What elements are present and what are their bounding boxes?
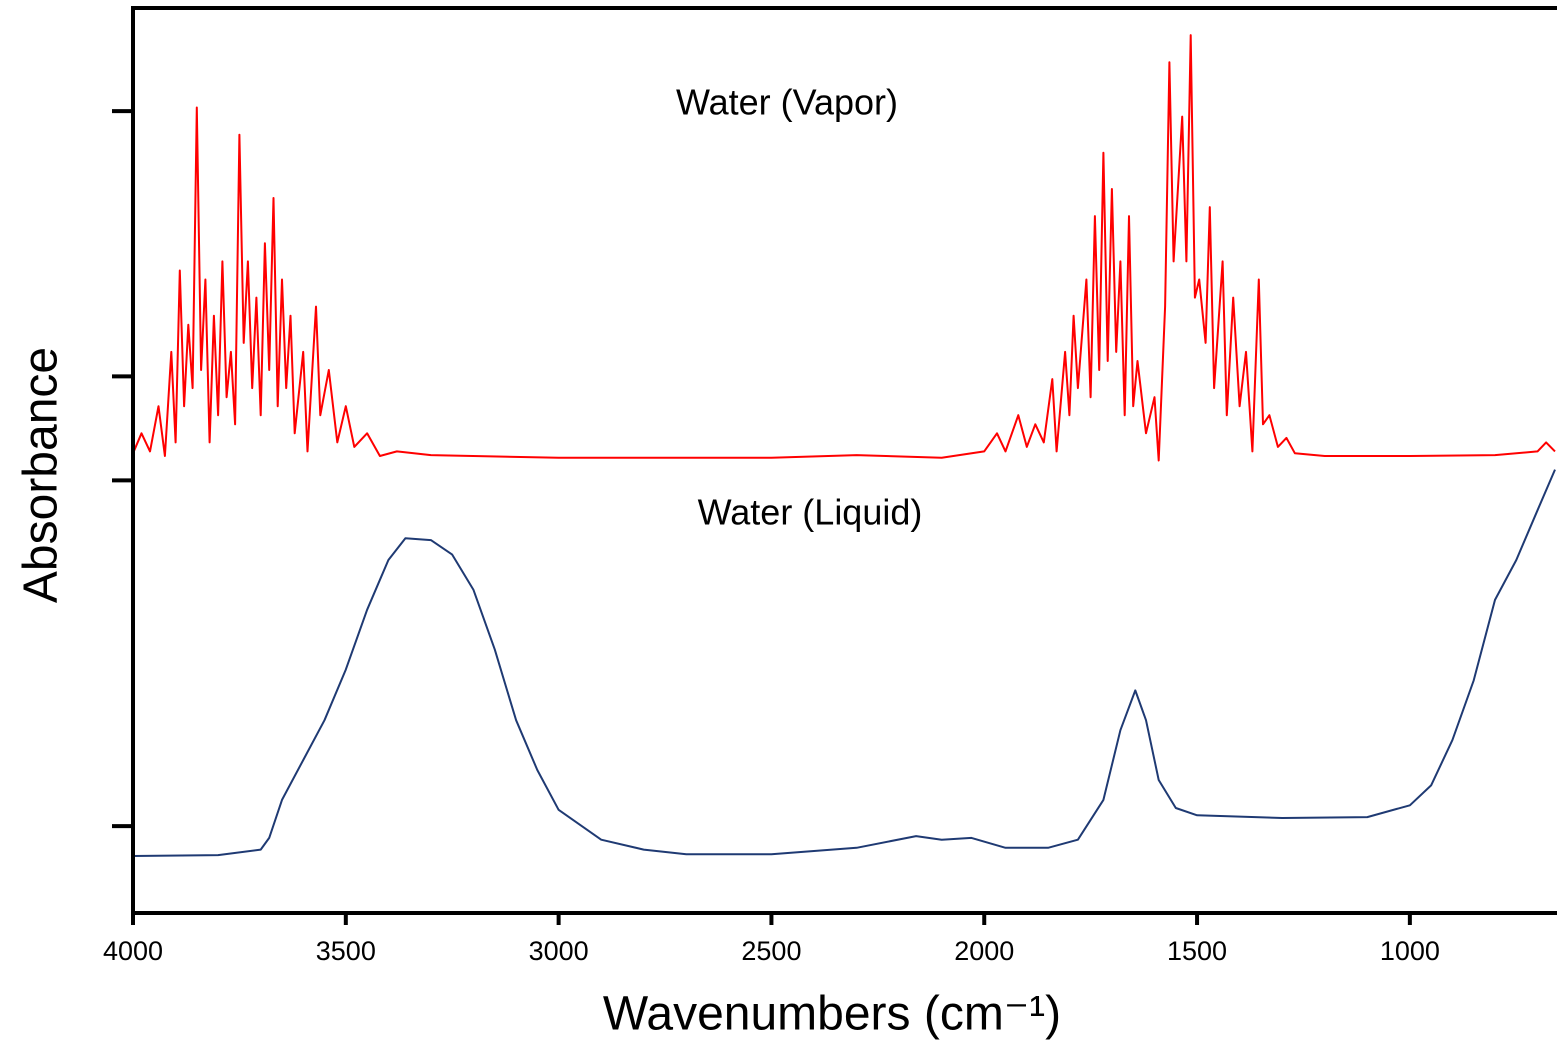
spectrum-line	[132, 469, 1556, 857]
x-axis-label: Wavenumbers (cm⁻¹)	[603, 988, 1061, 1041]
x-tick-label: 1500	[1167, 936, 1227, 966]
annotation: Water (Vapor)	[676, 82, 898, 123]
x-tick-label: 3500	[316, 936, 376, 966]
x-tick-label: 1000	[1380, 936, 1440, 966]
x-tick-label: 2000	[954, 936, 1014, 966]
y-axis-label: Absorbance	[15, 347, 68, 603]
spectrum-line	[132, 34, 1556, 462]
x-tick-label: 4000	[103, 936, 163, 966]
x-tick-label: 3000	[529, 936, 589, 966]
annotation: Water (Liquid)	[698, 492, 923, 533]
x-tick-label: 2500	[741, 936, 801, 966]
